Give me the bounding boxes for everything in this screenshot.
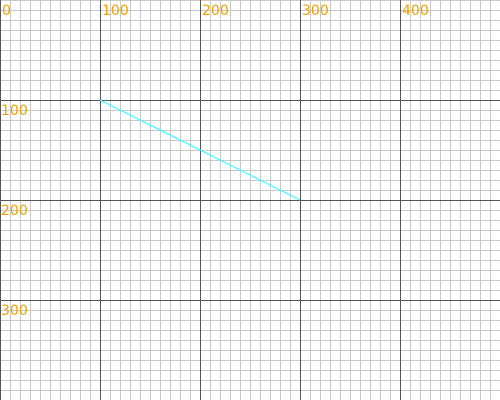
x-tick-label: 100	[102, 3, 129, 19]
y-tick-label: 300	[1, 303, 28, 319]
y-tick-label: 100	[1, 103, 28, 119]
line	[99, 99, 301, 201]
y-tick-label: 200	[1, 203, 28, 219]
x-tick-label: 0	[2, 3, 11, 19]
x-tick-label: 300	[302, 3, 329, 19]
x-tick-label: 400	[402, 3, 429, 19]
x-tick-label: 200	[202, 3, 229, 19]
